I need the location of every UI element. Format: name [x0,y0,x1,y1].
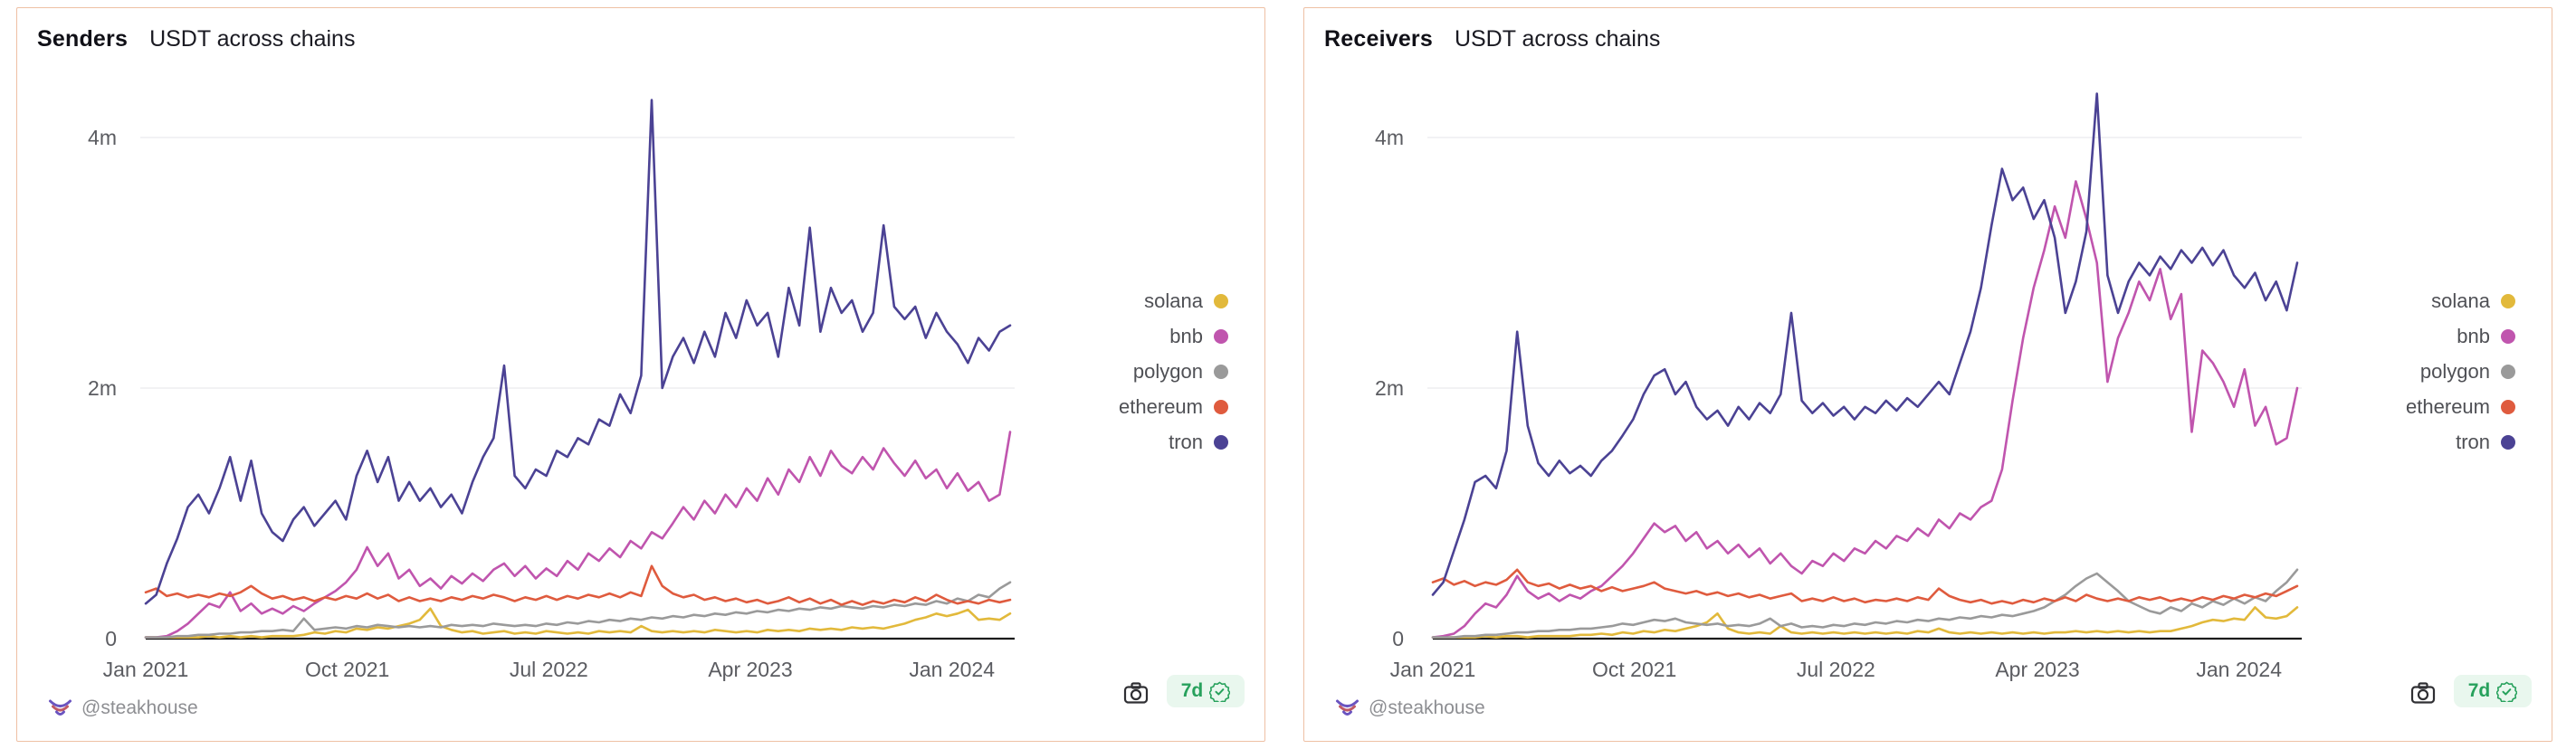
steakhouse-bull-logo-icon [49,699,72,716]
series-line-bnb [1431,180,2299,639]
watermark-handle: @steakhouse [81,697,198,718]
x-tick-label: Jul 2022 [1796,658,1875,681]
data-age-label: 7d [2467,680,2491,701]
legend: solana bnb polygon ethereum tron [1119,283,1228,460]
legend-label: bnb [1169,324,1203,347]
legend-label: ethereum [1119,394,1203,418]
y-tick-label: 4m [88,126,117,149]
legend-color-dot [2501,434,2515,450]
chart-title: Receivers [1324,26,1433,52]
data-age-label: 7d [1180,680,1204,701]
legend-color-dot [2501,399,2515,414]
series-line-bnb [144,431,1012,639]
author-watermark[interactable]: @steakhouse [48,697,198,719]
series-line-solana [1431,606,2299,639]
legend-label: polygon [1132,359,1203,383]
x-tick-label: Apr 2023 [1995,658,2080,681]
legend-color-dot [1214,399,1228,414]
legend-item-bnb[interactable]: bnb [2406,318,2515,354]
legend-label: polygon [2419,359,2490,383]
legend-color-dot [2501,364,2515,379]
legend-item-solana[interactable]: solana [2406,283,2515,318]
y-tick-label: 2m [88,376,117,400]
series-line-tron [144,99,1012,605]
legend-color-dot [1214,293,1228,308]
x-tick-label: Oct 2021 [304,658,390,681]
legend-label: tron [1169,430,1203,453]
y-tick-label: 2m [1375,376,1404,400]
legend-label: solana [2431,289,2490,312]
line-chart-canvas [1427,92,2302,640]
legend-color-dot [1214,434,1228,450]
series-line-polygon [144,581,1012,639]
x-tick-label: Apr 2023 [708,658,793,681]
legend-item-polygon[interactable]: polygon [1119,354,1228,389]
chart-panel: Senders USDT across chains 0 2m 4m Jan 202… [16,7,1265,742]
x-tick-label: Jan 2021 [1389,658,1476,681]
legend-label: solana [1144,289,1203,312]
y-tick-label: 0 [1392,627,1404,650]
series-line-solana [144,607,1012,639]
verified-seal-icon [2496,681,2518,702]
verified-seal-icon [1209,681,1231,702]
author-watermark[interactable]: @steakhouse [1335,697,1485,719]
chart-subtitle: USDT across chains [1454,26,1661,52]
x-tick-label: Jul 2022 [509,658,588,681]
chart-header: Receivers USDT across chains [1324,26,1660,52]
chart-title: Senders [37,26,129,52]
legend-label: tron [2456,430,2490,453]
y-tick-label: 4m [1375,126,1404,149]
chart-header: Senders USDT across chains [37,26,355,52]
legend-label: bnb [2457,324,2490,347]
watermark-handle: @steakhouse [1369,697,1485,718]
legend-item-solana[interactable]: solana [1119,283,1228,318]
camera-icon[interactable] [2410,681,2436,705]
legend-color-dot [1214,328,1228,344]
camera-icon[interactable] [1123,681,1149,705]
data-age-badge[interactable]: 7d [1167,675,1245,707]
data-age-badge[interactable]: 7d [2454,675,2532,707]
series-line-ethereum [1431,568,2299,605]
series-line-polygon [1431,568,2299,639]
legend-item-ethereum[interactable]: ethereum [2406,389,2515,424]
legend-color-dot [2501,293,2515,308]
legend-color-dot [1214,364,1228,379]
legend-color-dot [2501,328,2515,344]
x-tick-label: Jan 2021 [102,658,189,681]
legend-item-bnb[interactable]: bnb [1119,318,1228,354]
legend-item-tron[interactable]: tron [2406,424,2515,460]
x-tick-label: Jan 2024 [909,658,995,681]
legend: solana bnb polygon ethereum tron [2406,283,2515,460]
y-tick-label: 0 [105,627,117,650]
legend-item-tron[interactable]: tron [1119,424,1228,460]
series-line-tron [1431,92,2299,596]
legend-item-polygon[interactable]: polygon [2406,354,2515,389]
chart-panel: Receivers USDT across chains 0 2m 4m Jan 2… [1303,7,2552,742]
x-tick-label: Jan 2024 [2196,658,2282,681]
line-chart-canvas [140,99,1015,640]
series-line-ethereum [144,564,1012,606]
chart-subtitle: USDT across chains [149,26,356,52]
legend-label: ethereum [2406,394,2490,418]
legend-item-ethereum[interactable]: ethereum [1119,389,1228,424]
x-tick-label: Oct 2021 [1591,658,1677,681]
steakhouse-bull-logo-icon [1336,699,1359,716]
